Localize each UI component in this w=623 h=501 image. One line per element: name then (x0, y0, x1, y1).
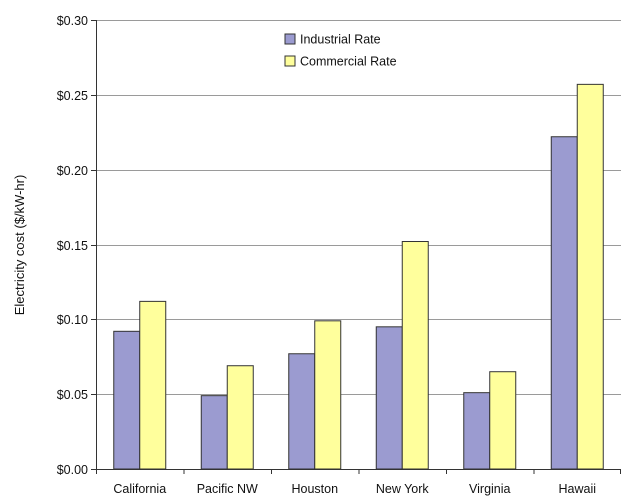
x-tick-label: California (113, 482, 166, 496)
x-tick-label: New York (376, 482, 430, 496)
bar-commercial (489, 371, 517, 470)
x-tick-label: Virginia (469, 482, 511, 496)
x-axis-labels: California Pacific NW Houston New York Virgi… (96, 469, 621, 496)
bar-commercial (226, 365, 254, 470)
bar-industrial (550, 136, 578, 470)
bar-commercial (401, 241, 429, 470)
bar-industrial (288, 353, 316, 470)
bars (113, 83, 604, 470)
bar-industrial (113, 330, 141, 470)
x-tick-label: Pacific NW (197, 482, 258, 496)
y-tick-label: $0.05 (57, 388, 88, 402)
bar-commercial (576, 83, 604, 470)
legend-label-industrial: Industrial Rate (300, 33, 381, 47)
axes (96, 20, 621, 470)
bar-industrial (200, 395, 228, 470)
y-axis-title-group: Electricity cost ($/kW-hr) (12, 175, 27, 316)
y-tick-label: $0.00 (57, 463, 88, 477)
y-tick-label: $0.10 (57, 313, 88, 327)
y-axis-ticks: $0.00 $0.05 $0.10 $0.15 $0.20 $0.25 $0.30 (57, 14, 96, 477)
bar-industrial (463, 392, 491, 470)
legend: Industrial Rate Commercial Rate (284, 33, 397, 69)
y-tick-label: $0.30 (57, 14, 88, 28)
bar-industrial (375, 326, 403, 470)
bar-commercial (139, 300, 167, 470)
bar-commercial (314, 320, 342, 470)
x-tick-label: Houston (291, 482, 338, 496)
legend-swatch-industrial (284, 33, 296, 45)
y-tick-label: $0.25 (57, 89, 88, 103)
y-tick-label: $0.15 (57, 239, 88, 253)
legend-swatch-commercial (284, 55, 296, 67)
x-tick-label: Hawaii (558, 482, 596, 496)
legend-label-commercial: Commercial Rate (300, 55, 397, 69)
gridlines (96, 20, 621, 395)
y-tick-label: $0.20 (57, 164, 88, 178)
y-axis-title: Electricity cost ($/kW-hr) (12, 175, 27, 316)
